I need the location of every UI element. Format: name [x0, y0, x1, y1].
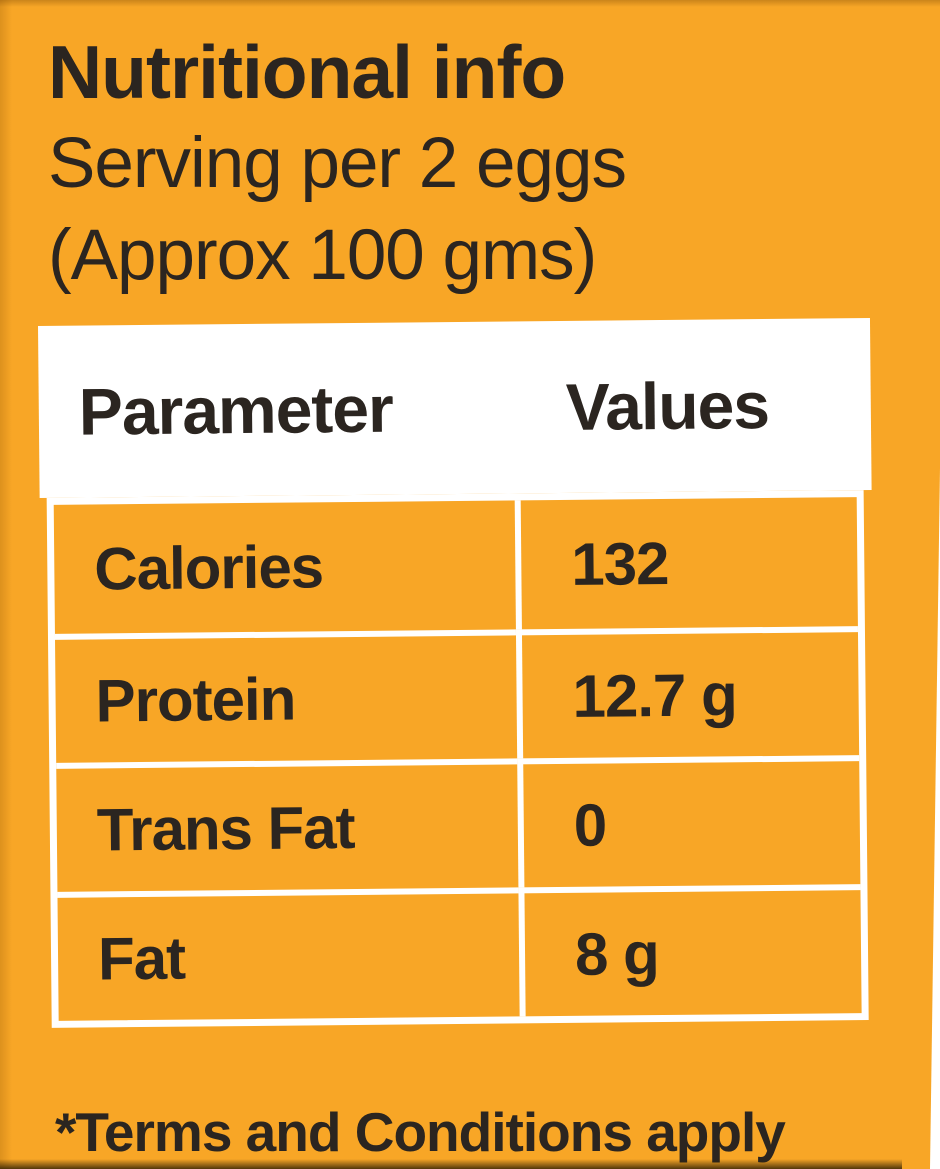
parameter-cell: Protein — [55, 629, 517, 762]
value-cell: 8 g — [518, 884, 861, 1016]
value-cell: 12.7 g — [516, 626, 859, 758]
parameter-cell: Fat — [57, 887, 519, 1020]
column-header-parameter: Parameter — [78, 371, 394, 449]
column-header-values: Values — [565, 367, 770, 444]
label-title-block: Nutritional info Serving per 2 eggs (App… — [48, 26, 626, 302]
page-title: Nutritional info — [48, 30, 566, 114]
photo-edge-shadow-top — [0, 0, 940, 7]
serving-size-line: Serving per 2 eggs — [48, 124, 626, 203]
table-body: Calories 132 Protein 12.7 g Trans Fat 0 … — [47, 490, 869, 1028]
parameter-cell: Calories — [94, 533, 324, 603]
value-cell: 132 — [515, 497, 858, 629]
terms-note: *Terms and Conditions apply — [55, 1101, 785, 1163]
nutrition-table: Parameter Values Calories 132 Protein 12… — [38, 318, 877, 1028]
approx-weight-line: (Approx 100 gms) — [48, 216, 597, 295]
photo-edge-shadow-left — [0, 0, 12, 1169]
table-header-row: Parameter Values — [38, 318, 872, 498]
parameter-cell: Trans Fat — [56, 758, 518, 891]
value-cell: 0 — [517, 755, 860, 887]
